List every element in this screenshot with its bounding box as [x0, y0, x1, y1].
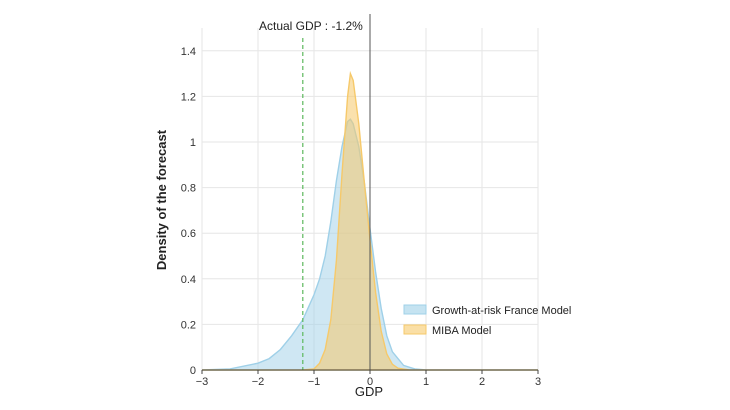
y-axis-title: Density of the forecast — [154, 129, 169, 270]
x-tick-label-2: −1 — [308, 376, 321, 388]
x-tick-label-6: 3 — [535, 376, 541, 388]
x-tick-label-1: −2 — [252, 376, 265, 388]
y-tick-label-4: 0.8 — [181, 183, 196, 195]
actual-gdp-annotation: Actual GDP : -1.2% — [259, 19, 363, 33]
reference-lines — [302, 14, 371, 370]
x-axis-title: GDP — [355, 384, 383, 399]
legend: Growth-at-risk France Model MIBA Model — [403, 304, 571, 337]
legend-swatch-miba — [403, 324, 427, 335]
y-tick-label-7: 1.4 — [181, 46, 196, 58]
x-tick-label-5: 2 — [479, 376, 485, 388]
x-tick-label-3: 0 — [367, 376, 373, 388]
y-tick-label-1: 0.2 — [181, 319, 196, 331]
y-tick-label-2: 0.4 — [181, 274, 196, 286]
y-tick-label-3: 0.6 — [181, 228, 196, 240]
x-tick-label-4: 1 — [423, 376, 429, 388]
legend-label-miba: MIBA Model — [432, 325, 491, 337]
legend-label-growth-at-risk: Growth-at-risk France Model — [432, 305, 571, 317]
axes — [201, 369, 539, 374]
legend-swatch-growth-at-risk — [403, 304, 427, 315]
y-tick-label-6: 1.2 — [181, 91, 196, 103]
y-tick-label-0: 0 — [190, 365, 196, 377]
x-tick-label-0: −3 — [196, 376, 209, 388]
tick-labels: −3 −2 −1 0 1 2 3 0 0.2 0.4 0.6 0.8 1 1.2 1.4 — [181, 46, 541, 388]
y-tick-label-5: 1 — [190, 137, 196, 149]
